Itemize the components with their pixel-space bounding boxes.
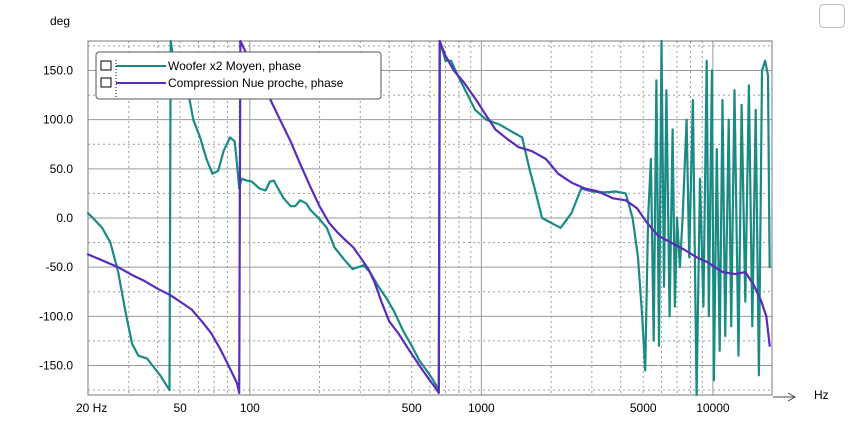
x-axis-arrow-icon [773, 392, 797, 402]
x-tick-label: 20 Hz [76, 401, 107, 415]
plot-frame [87, 40, 773, 396]
x-tick-label: 500 [402, 401, 422, 415]
x-tick-label: 100 [240, 401, 260, 415]
y-tick-label: 50.0 [50, 162, 74, 176]
legend-item-woofer[interactable]: Woofer x2 Moyen, phase [100, 59, 302, 73]
y-tick-label: 150.0 [43, 64, 73, 78]
y-tick-label: -100.0 [39, 309, 73, 323]
x-tick-label: 50 [173, 401, 187, 415]
legend-label-woofer: Woofer x2 Moyen, phase [168, 59, 302, 73]
legend: Woofer x2 Moyen, phase Compression Nue p… [95, 51, 382, 100]
series-layer [86, 39, 771, 397]
y-tick-label: 100.0 [43, 113, 73, 127]
legend-checkbox-compression[interactable] [100, 77, 112, 88]
legend-checkbox-woofer[interactable] [100, 60, 112, 71]
y-tick-label: -50.0 [46, 260, 74, 274]
series-line-compression [86, 39, 771, 395]
x-tick-label: 1000 [468, 401, 495, 415]
x-tick-label: 10000 [696, 401, 730, 415]
legend-label-compression: Compression Nue proche, phase [168, 76, 344, 90]
legend-box [95, 51, 382, 100]
y-tick-label: 0.0 [56, 211, 73, 225]
y-tick-label: -150.0 [39, 359, 73, 373]
series-line-woofer [86, 39, 771, 397]
x-tick-label: 5000 [630, 401, 657, 415]
legend-item-compression[interactable]: Compression Nue proche, phase [100, 76, 344, 90]
y-axis-label: deg [50, 14, 70, 28]
y-tick-labels: 150.0 100.0 50.0 0.0 -50.0 -100.0 -150.0 [39, 64, 73, 373]
corner-button[interactable] [819, 4, 845, 28]
x-tick-labels: 20 Hz 50 100 500 1000 5000 10000 [76, 401, 730, 415]
x-axis-label: Hz [814, 388, 829, 402]
